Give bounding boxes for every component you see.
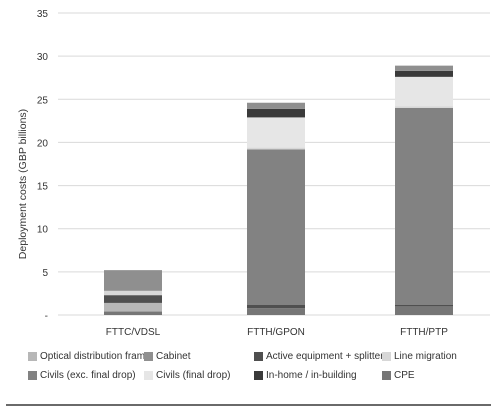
y-axis-ticks: - 5 10 15 20 25 30 35 (37, 9, 49, 322)
legend-label: Cabinet (156, 351, 191, 362)
legend-item: Cabinet (144, 351, 254, 362)
bar-segment (395, 304, 453, 307)
legend-item: In-home / in-building (254, 370, 382, 381)
bar-segment (247, 147, 305, 150)
bar-segment (395, 76, 453, 107)
legend: Optical distribution frame Cabinet Activ… (28, 351, 488, 381)
legend-item: CPE (382, 370, 488, 381)
legend-label: Line migration (394, 351, 457, 362)
bar-segment (395, 65, 453, 71)
legend-item: Optical distribution frame (28, 351, 151, 362)
y-tick-label: 30 (37, 52, 49, 63)
legend-swatch-icon (28, 371, 37, 380)
legend-item: Civils (exc. final drop) (28, 370, 144, 381)
bar-segment (247, 108, 305, 118)
bars (104, 65, 453, 315)
bottom-divider (6, 404, 491, 406)
bar-segment (104, 302, 162, 312)
legend-item: Civils (final drop) (144, 370, 254, 381)
y-axis-label: Deployment costs (GBP billions) (17, 109, 29, 259)
legend-label: Civils (final drop) (156, 370, 231, 381)
legend-label: Active equipment + splitters (266, 351, 389, 362)
y-tick-label: 10 (37, 225, 49, 236)
x-tick-label: FTTC/VDSL (106, 327, 161, 338)
bar-segment (247, 308, 305, 315)
legend-swatch-icon (254, 352, 263, 361)
y-tick-label: - (45, 311, 48, 322)
bar-segment (247, 117, 305, 148)
bar-segment (395, 70, 453, 77)
legend-label: Optical distribution frame (40, 351, 151, 362)
y-tick-label: 15 (37, 182, 49, 193)
bar-segment (395, 306, 453, 315)
x-tick-label: FTTH/GPON (247, 327, 305, 338)
legend-item: Active equipment + splitters (254, 351, 389, 362)
legend-label: Civils (exc. final drop) (40, 370, 136, 381)
bar-segment (104, 290, 162, 296)
legend-label: In-home / in-building (266, 370, 357, 381)
bar-segment (247, 149, 305, 305)
y-tick-label: 20 (37, 138, 49, 149)
bar-segment (247, 102, 305, 109)
legend-swatch-icon (28, 352, 37, 361)
bar-segment (104, 270, 162, 291)
bar-segment (395, 107, 453, 305)
legend-swatch-icon (144, 352, 153, 361)
bar-segment (104, 295, 162, 303)
x-axis-ticks: FTTC/VDSL FTTH/GPON FTTH/PTP (106, 327, 448, 338)
legend-label: CPE (394, 370, 415, 381)
legend-item: Line migration (382, 351, 488, 362)
bar-segment (247, 304, 305, 309)
legend-swatch-icon (382, 352, 391, 361)
y-tick-label: 5 (42, 268, 48, 279)
y-tick-label: 25 (37, 95, 49, 106)
y-tick-label: 35 (37, 9, 49, 20)
legend-swatch-icon (144, 371, 153, 380)
bar-segment (395, 106, 453, 108)
legend-swatch-icon (382, 371, 391, 380)
legend-swatch-icon (254, 371, 263, 380)
x-tick-label: FTTH/PTP (400, 327, 448, 338)
bar-segment (104, 311, 162, 315)
